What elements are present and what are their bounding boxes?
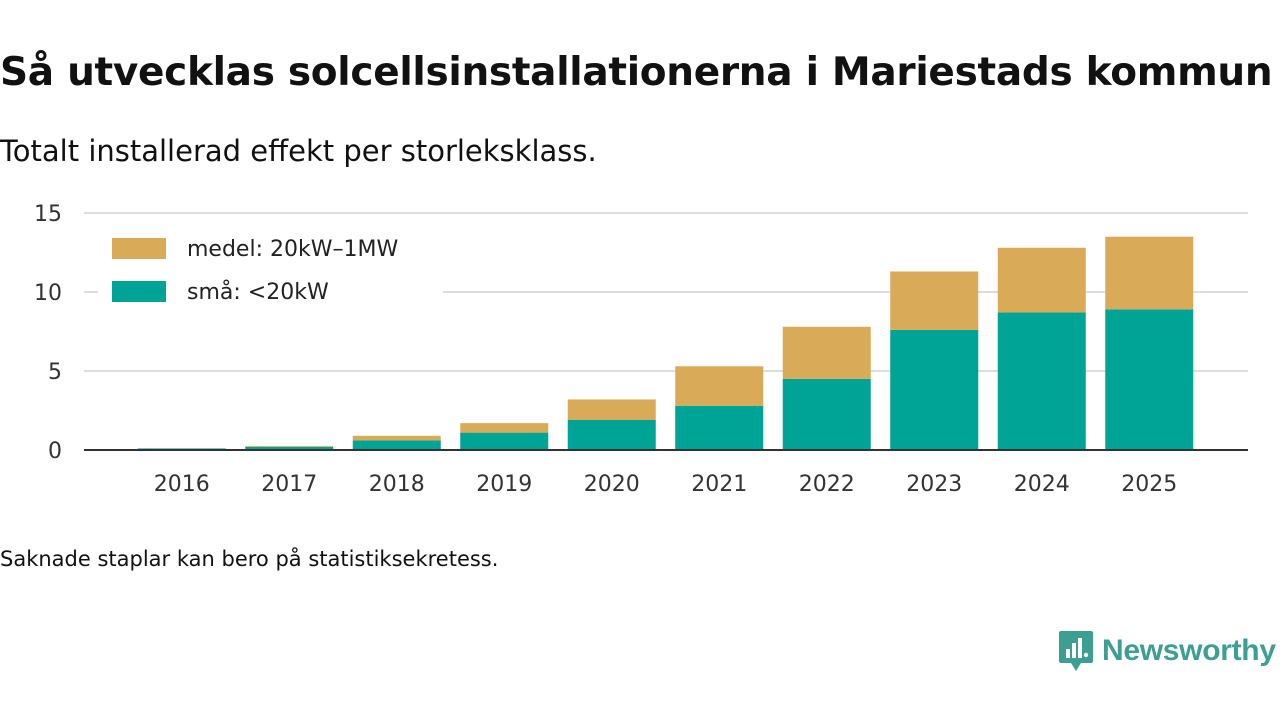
bar-medium (460, 423, 549, 433)
x-tick-label: 2017 (261, 472, 317, 497)
bar-small (1105, 309, 1194, 450)
x-tick-label: 2016 (154, 472, 210, 497)
newsworthy-logo[interactable]: Newsworthy (1058, 628, 1276, 674)
chart-title: Så utvecklas solcellsinstallationerna i … (0, 50, 1273, 95)
bar-medium (1105, 236, 1194, 310)
bar-medium (675, 366, 764, 406)
x-tick-label: 2022 (799, 472, 855, 497)
x-tick-label: 2025 (1121, 472, 1177, 497)
footnote: Saknade staplar kan bero på statistiksek… (0, 547, 499, 571)
legend-swatch (112, 281, 166, 302)
x-tick-label: 2018 (369, 472, 425, 497)
bar-small (567, 419, 656, 450)
bar-small (997, 312, 1086, 450)
bar-small (675, 405, 764, 450)
bar-small (245, 446, 334, 450)
bar-medium (997, 247, 1086, 313)
y-tick-label: 10 (34, 281, 62, 306)
brand-name: Newsworthy (1102, 634, 1276, 667)
bar-medium (782, 326, 871, 379)
x-tick-label: 2019 (476, 472, 532, 497)
x-tick-label: 2024 (1014, 472, 1070, 497)
x-tick-label: 2020 (584, 472, 640, 497)
bar-small (352, 440, 441, 450)
stacked-bar-chart: 0 5 10 15 2016 2017 2018 2019 2020 2021 2022 2023 20… (34, 202, 1248, 497)
bar-small (782, 378, 871, 450)
chart-subtitle: Totalt installerad effekt per storlekskl… (0, 134, 597, 168)
bar-medium (890, 271, 979, 330)
x-tick-label: 2021 (691, 472, 747, 497)
bars (137, 236, 1194, 450)
y-tick-label: 0 (48, 439, 62, 464)
axes: 0 5 10 15 2016 2017 2018 2019 2020 2021 2022 2023 20… (34, 202, 1248, 497)
y-tick-label: 5 (48, 360, 62, 385)
bar-small (460, 432, 549, 450)
legend-swatch (112, 238, 166, 259)
legend: medel: 20kW–1MW små: <20kW (98, 228, 443, 310)
bar-medium (352, 435, 441, 441)
bar-medium (567, 399, 656, 420)
legend-label: små: <20kW (187, 279, 329, 305)
y-tick-label: 15 (34, 202, 62, 227)
newsworthy-logo-icon (1059, 631, 1093, 671)
bar-medium (245, 446, 334, 447)
x-tick-label: 2023 (906, 472, 962, 497)
bar-small (890, 329, 979, 450)
legend-label: medel: 20kW–1MW (187, 237, 398, 262)
